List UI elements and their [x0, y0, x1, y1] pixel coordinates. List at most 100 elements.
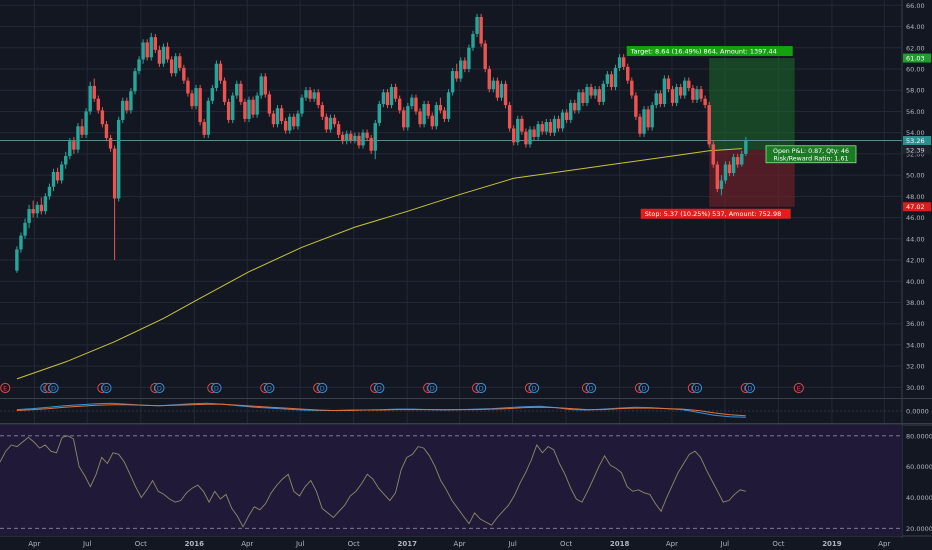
candle-up[interactable] — [377, 104, 382, 124]
candle-up[interactable] — [434, 105, 439, 127]
candle-up[interactable] — [345, 133, 349, 142]
candle-up[interactable] — [544, 122, 548, 132]
candle-up[interactable] — [560, 112, 565, 129]
candle-down[interactable] — [426, 104, 430, 116]
candle-up[interactable] — [605, 74, 610, 84]
candle-down[interactable] — [621, 57, 626, 67]
candle-up[interactable] — [312, 92, 316, 99]
candle-up[interactable] — [64, 156, 68, 165]
candle-up[interactable] — [516, 118, 520, 143]
candle-down[interactable] — [438, 105, 443, 111]
candle-down[interactable] — [292, 116, 296, 127]
candle-up[interactable] — [662, 78, 667, 105]
candle-down[interactable] — [581, 92, 585, 103]
candle-down[interactable] — [463, 60, 467, 69]
candle-down[interactable] — [495, 80, 500, 98]
candle-down[interactable] — [169, 59, 174, 74]
candle-down[interactable] — [393, 87, 398, 99]
candle-down[interactable] — [182, 67, 186, 81]
candle-down[interactable] — [283, 120, 288, 131]
candle-down[interactable] — [524, 131, 528, 145]
candle-up[interactable] — [536, 124, 540, 137]
candle-up[interactable] — [569, 102, 573, 120]
candle-down[interactable] — [324, 116, 329, 130]
candle-down[interactable] — [316, 92, 320, 106]
candle-down[interactable] — [397, 98, 402, 111]
candle-down[interactable] — [222, 80, 227, 102]
candle-down[interactable] — [414, 97, 418, 112]
candle-up[interactable] — [601, 83, 605, 102]
candle-down[interactable] — [125, 100, 129, 111]
earnings-marker[interactable]: E — [793, 382, 804, 394]
candle-down[interactable] — [243, 101, 247, 119]
candle-up[interactable] — [446, 92, 451, 119]
candle-up[interactable] — [275, 108, 280, 125]
candle-down[interactable] — [638, 116, 642, 134]
candle-down[interactable] — [72, 141, 76, 150]
candles[interactable] — [15, 13, 748, 273]
candle-up[interactable] — [27, 209, 31, 223]
candle-down[interactable] — [104, 124, 109, 138]
profit-zone[interactable] — [709, 58, 795, 150]
candle-up[interactable] — [194, 88, 198, 107]
dividend-marker[interactable]: D — [211, 382, 222, 394]
candle-up[interactable] — [76, 126, 80, 150]
candle-up[interactable] — [459, 60, 463, 79]
candle-up[interactable] — [528, 129, 532, 145]
candle-down[interactable] — [190, 93, 194, 107]
candle-up[interactable] — [300, 97, 304, 114]
candle-up[interactable] — [35, 204, 39, 214]
candle-down[interactable] — [609, 74, 614, 88]
candle-up[interactable] — [173, 56, 178, 74]
candle-down[interactable] — [727, 164, 732, 173]
candle-down[interactable] — [483, 43, 487, 69]
candle-up[interactable] — [475, 16, 479, 34]
candle-up[interactable] — [304, 90, 308, 98]
candle-down[interactable] — [226, 101, 231, 120]
candle-up[interactable] — [467, 47, 471, 69]
candle-up[interactable] — [723, 164, 728, 181]
candle-down[interactable] — [540, 124, 544, 132]
candle-down[interactable] — [711, 144, 715, 165]
candle-down[interactable] — [186, 80, 190, 94]
candle-up[interactable] — [650, 105, 654, 128]
candle-up[interactable] — [15, 249, 19, 271]
candle-down[interactable] — [100, 110, 105, 125]
candle-up[interactable] — [121, 100, 125, 120]
candle-up[interactable] — [744, 140, 748, 154]
candle-down[interactable] — [430, 115, 434, 127]
candle-down[interactable] — [564, 112, 569, 120]
candle-down[interactable] — [634, 95, 638, 117]
candle-down[interactable] — [239, 83, 243, 102]
candle-up[interactable] — [288, 116, 292, 131]
candle-down[interactable] — [735, 157, 740, 165]
candle-down[interactable] — [39, 204, 44, 212]
candle-up[interactable] — [84, 111, 88, 135]
candle-down[interactable] — [153, 37, 158, 50]
candle-up[interactable] — [214, 63, 219, 89]
candle-down[interactable] — [691, 88, 695, 100]
candle-down[interactable] — [589, 87, 593, 96]
candle-down[interactable] — [512, 128, 516, 143]
candle-up[interactable] — [19, 235, 23, 250]
candle-down[interactable] — [556, 118, 561, 129]
candle-up[interactable] — [499, 83, 504, 98]
candle-up[interactable] — [585, 87, 589, 103]
candle-down[interactable] — [178, 56, 182, 68]
candle-down[interactable] — [157, 49, 162, 64]
candle-up[interactable] — [23, 222, 27, 236]
candle-down[interactable] — [507, 105, 512, 129]
candle-down[interactable] — [31, 209, 35, 214]
candle-up[interactable] — [410, 97, 414, 107]
candle-up[interactable] — [654, 93, 658, 106]
candle-down[interactable] — [479, 16, 483, 44]
candle-up[interactable] — [613, 67, 618, 88]
candle-up[interactable] — [141, 42, 145, 60]
dividend-marker[interactable]: D — [101, 382, 112, 394]
candle-up[interactable] — [235, 83, 239, 96]
candle-down[interactable] — [548, 122, 553, 133]
candle-down[interactable] — [678, 87, 683, 96]
candle-down[interactable] — [520, 118, 524, 132]
candle-up[interactable] — [373, 123, 377, 151]
dividend-marker[interactable]: D — [264, 382, 275, 394]
